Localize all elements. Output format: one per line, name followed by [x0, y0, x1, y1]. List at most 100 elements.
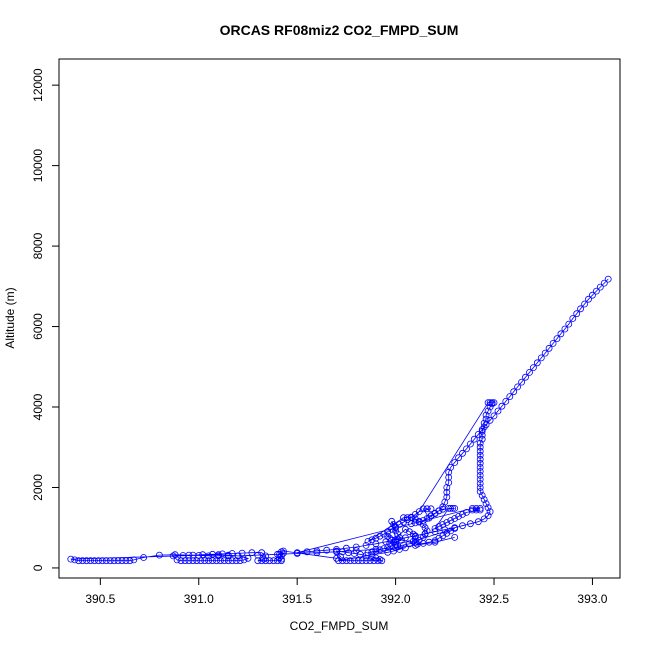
data-point — [549, 339, 557, 347]
data-point — [478, 431, 486, 439]
data-point — [557, 330, 565, 338]
data-point — [486, 416, 494, 424]
data-point — [339, 557, 346, 565]
x-axis: 390.5 391.0 391.5 392.0 392.5 393.0 — [85, 578, 608, 606]
x-tick-label: 390.5 — [85, 592, 115, 606]
data-point — [388, 525, 396, 533]
data-point — [169, 552, 177, 560]
data-point — [455, 513, 463, 520]
data-point — [400, 518, 407, 526]
data-point — [490, 399, 498, 407]
data-point — [224, 552, 232, 560]
data-point — [303, 548, 311, 556]
data-point — [476, 488, 484, 495]
data-point — [480, 419, 488, 427]
data-point — [472, 506, 480, 514]
data-point — [337, 553, 344, 561]
data-point — [352, 543, 360, 551]
data-point — [445, 468, 453, 476]
data-point — [421, 530, 429, 538]
data-point — [358, 557, 366, 565]
data-point — [506, 393, 514, 401]
data-point — [581, 300, 588, 308]
data-point — [323, 546, 331, 554]
data-point — [392, 544, 400, 552]
data-point — [561, 325, 569, 333]
y-tick-label: 12000 — [31, 68, 45, 102]
data-point — [277, 555, 285, 563]
data-point — [407, 514, 415, 522]
data-point — [248, 549, 256, 557]
data-point — [459, 449, 466, 457]
data-point — [79, 557, 86, 565]
data-point — [476, 455, 484, 463]
data-point — [335, 557, 342, 565]
data-point — [451, 525, 459, 532]
data-point — [476, 506, 484, 514]
data-point — [366, 557, 374, 565]
data-point — [480, 423, 488, 431]
data-point — [352, 547, 360, 554]
data-point — [431, 538, 439, 546]
data-point — [596, 283, 604, 291]
data-point — [384, 532, 392, 540]
x-axis-label: CO2_FMPD_SUM — [290, 619, 389, 633]
data-point — [484, 407, 492, 415]
data-point — [181, 557, 189, 565]
data-point — [75, 557, 83, 565]
y-tick-label: 4000 — [31, 393, 45, 420]
data-point — [565, 320, 573, 328]
data-point — [277, 557, 285, 565]
data-point — [411, 515, 419, 523]
data-point — [468, 506, 476, 514]
data-point — [451, 504, 459, 512]
data-point — [476, 451, 484, 459]
data-point — [388, 536, 396, 544]
data-point — [490, 412, 498, 420]
data-point — [155, 551, 163, 559]
data-point — [394, 530, 402, 538]
data-point — [205, 552, 213, 560]
data-point — [443, 484, 451, 491]
data-point — [313, 547, 321, 555]
plot-data — [67, 275, 612, 565]
data-point — [171, 551, 179, 559]
data-point — [209, 557, 216, 565]
data-point — [350, 557, 358, 565]
data-point — [189, 557, 197, 565]
data-point — [476, 447, 484, 455]
data-point — [510, 388, 518, 396]
data-point — [102, 557, 110, 565]
data-point — [95, 557, 102, 565]
data-point — [476, 471, 484, 479]
data-point — [478, 492, 486, 499]
data-point — [232, 557, 240, 565]
data-point — [589, 291, 596, 299]
data-point — [354, 557, 362, 565]
data-point — [480, 515, 488, 523]
data-point — [476, 504, 484, 512]
data-point — [106, 557, 114, 565]
data-point — [372, 534, 380, 542]
data-point — [476, 467, 484, 475]
data-point — [110, 557, 118, 565]
data-point — [244, 554, 252, 562]
data-point — [482, 415, 490, 423]
data-point — [431, 528, 439, 536]
data-point — [71, 556, 79, 564]
data-point — [435, 523, 443, 530]
data-point — [400, 514, 407, 522]
data-point — [451, 534, 459, 541]
data-point — [228, 550, 236, 557]
data-point — [530, 364, 537, 372]
data-point — [293, 550, 301, 557]
data-point — [67, 555, 75, 563]
data-point — [411, 519, 419, 527]
data-point — [482, 411, 490, 419]
data-point — [333, 554, 340, 562]
plot-frame — [58, 58, 621, 579]
x-tick-label: 392.0 — [381, 592, 411, 606]
data-point — [476, 439, 484, 447]
data-point — [478, 435, 486, 443]
